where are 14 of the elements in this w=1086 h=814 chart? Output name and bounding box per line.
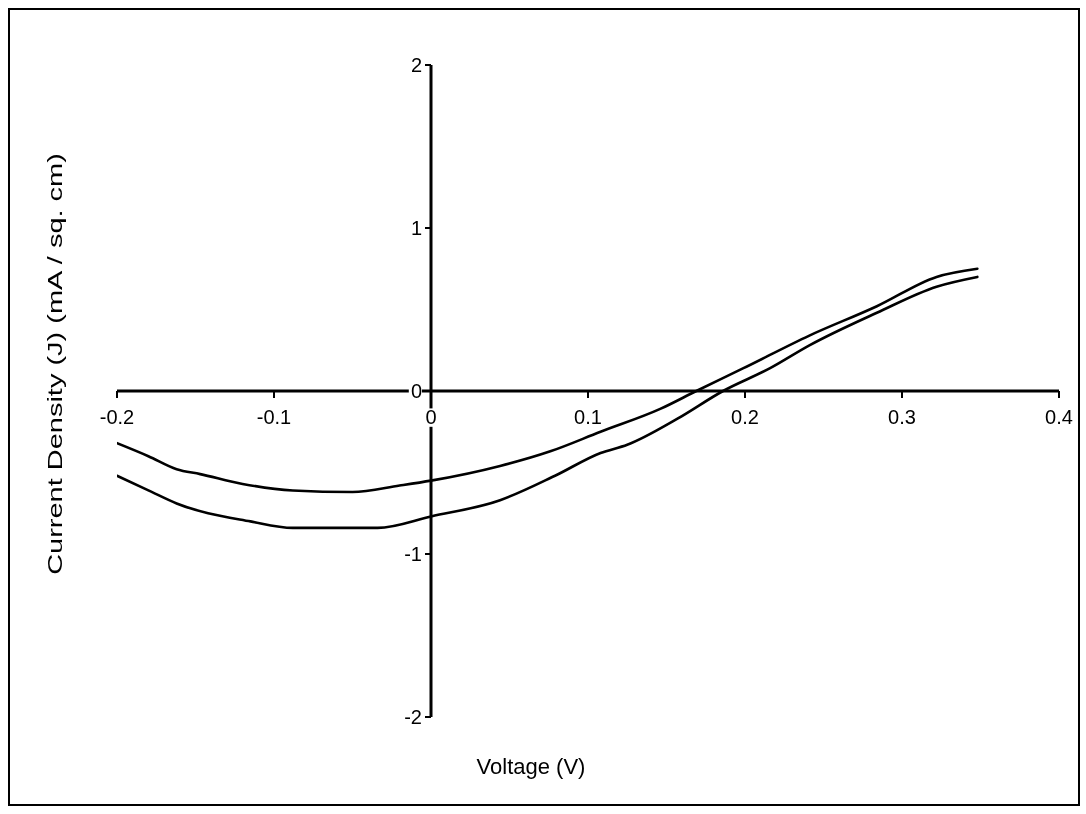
y-tick-label: -1 xyxy=(404,543,422,565)
x-axis-title: Voltage (V) xyxy=(476,754,586,779)
x-tick-label: 0.1 xyxy=(574,406,602,428)
x-tick-label: 0.4 xyxy=(1045,406,1073,428)
y-tick-label: 0 xyxy=(410,380,422,402)
x-tick-label: 0.3 xyxy=(888,406,916,428)
x-tick-label: 0 xyxy=(425,406,437,428)
y-axis-title: Current Density (J) (mA / sq. cm) xyxy=(42,153,67,575)
y-tick-label: -2 xyxy=(404,706,422,728)
x-tick-label: 0.2 xyxy=(731,406,759,428)
y-tick-label: 1 xyxy=(410,217,422,239)
y-tick-label: 2 xyxy=(410,54,422,76)
x-tick-label: -0.2 xyxy=(99,406,135,428)
x-tick-label: -0.1 xyxy=(256,406,292,428)
